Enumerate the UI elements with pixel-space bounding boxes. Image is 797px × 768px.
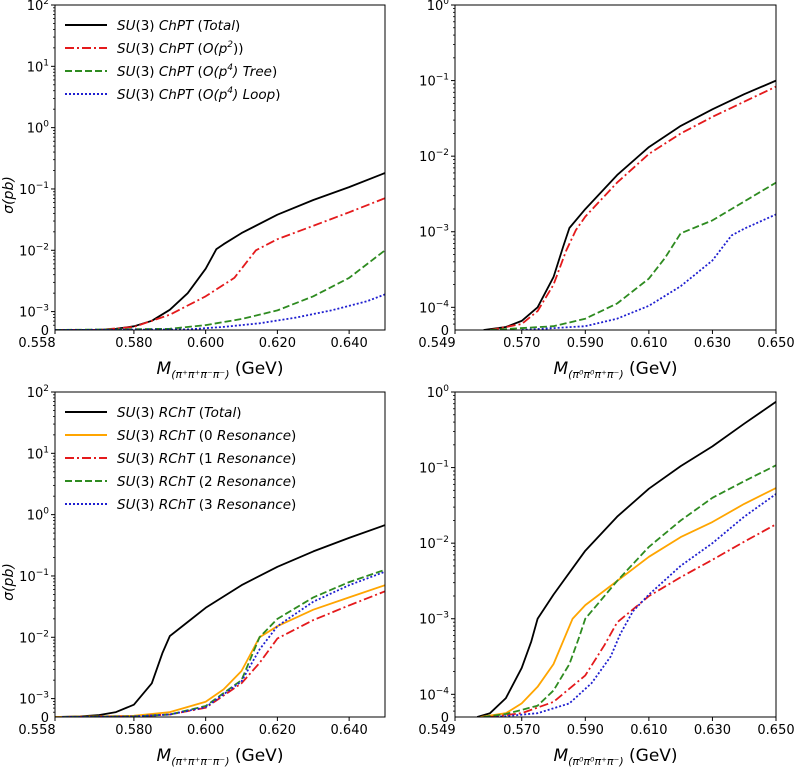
x-tick-label: 0.600 bbox=[187, 336, 224, 351]
x-axis-label: M(π⁺π⁺π⁻π⁻) (GeV) bbox=[157, 746, 284, 768]
x-tick-label: 0.558 bbox=[18, 723, 55, 738]
x-axis-label: M(π⁺π⁺π⁻π⁻) (GeV) bbox=[157, 359, 284, 381]
y-axis-label: σ(pb) bbox=[1, 176, 17, 214]
series-line-4 bbox=[496, 493, 776, 717]
y-zero-label: 0 bbox=[41, 711, 49, 726]
x-tick-label: 0.610 bbox=[630, 723, 667, 738]
series-line-0 bbox=[476, 401, 776, 717]
legend-label-1: SU(3) RChT (0 Resonance) bbox=[117, 428, 296, 444]
series-group bbox=[476, 401, 776, 717]
y-tick-label: 10−4 bbox=[419, 299, 449, 316]
y-tick-label: 101 bbox=[27, 445, 49, 462]
series-line-3 bbox=[55, 293, 385, 330]
y-tick-label: 10−3 bbox=[419, 224, 449, 241]
y-tick-label: 100 bbox=[27, 120, 50, 137]
y-tick-label: 100 bbox=[427, 0, 450, 14]
legend-label-0: SU(3) ChPT (Total) bbox=[117, 18, 240, 34]
x-tick-label: 0.558 bbox=[18, 336, 55, 351]
x-axis-label: M(π⁰π⁰π⁺π⁻) (GeV) bbox=[553, 746, 677, 768]
y-tick-label: 10−2 bbox=[419, 148, 449, 165]
x-tick-label: 0.570 bbox=[503, 723, 540, 738]
plot-frame bbox=[54, 4, 386, 331]
legend-label-4: SU(3) RChT (3 Resonance) bbox=[117, 497, 296, 513]
y-tick-label: 10−3 bbox=[419, 611, 449, 628]
y-axis-label: σ(pb) bbox=[1, 563, 17, 601]
series-line-2 bbox=[489, 523, 776, 717]
y-zero-label: 0 bbox=[441, 711, 449, 726]
panel-bottom-right: 100 10−1 10−2 10−3 10−4 00.549 0.570 0.590 0.610… bbox=[418, 384, 794, 768]
legend-label-3: SU(3) RChT (2 Resonance) bbox=[117, 474, 296, 490]
series-group bbox=[55, 172, 385, 330]
y-tick-label: 10−2 bbox=[19, 629, 49, 646]
plot-frame bbox=[454, 4, 777, 331]
series-line-1 bbox=[489, 85, 776, 330]
y-tick-label: 10−3 bbox=[19, 304, 49, 321]
y-tick-label: 100 bbox=[427, 384, 450, 401]
x-tick-label: 0.580 bbox=[115, 336, 152, 351]
x-tick-label: 0.570 bbox=[503, 336, 540, 351]
series-line-0 bbox=[55, 172, 385, 330]
x-tick-label: 0.590 bbox=[567, 723, 604, 738]
series-group bbox=[55, 524, 385, 717]
panel-top-right: 100 10−1 10−2 10−3 10−4 00.549 0.570 0.590 0.610… bbox=[418, 0, 794, 381]
x-tick-label: 0.650 bbox=[757, 723, 794, 738]
series-line-1 bbox=[55, 197, 385, 330]
series-line-1 bbox=[480, 487, 776, 717]
y-tick-label: 10−2 bbox=[419, 535, 449, 552]
x-tick-label: 0.650 bbox=[757, 336, 794, 351]
y-tick-label: 10−3 bbox=[19, 691, 49, 708]
legend-label-3: SU(3) ChPT (O(p4) Loop) bbox=[117, 86, 280, 103]
panel-top-left: 102 101 100 10−1 10−2 10−3 00.558 0.580 0.600 0.6… bbox=[1, 0, 386, 381]
y-tick-label: 10−1 bbox=[19, 568, 49, 585]
x-axis-label: M(π⁰π⁰π⁺π⁻) (GeV) bbox=[553, 359, 677, 381]
series-line-2 bbox=[55, 249, 385, 330]
series-line-0 bbox=[483, 79, 776, 330]
x-tick-label: 0.600 bbox=[187, 723, 224, 738]
y-tick-label: 100 bbox=[27, 507, 50, 524]
legend: SU(3) RChT (Total) SU(3) RChT (0 Resonanc… bbox=[65, 405, 296, 513]
series-line-0 bbox=[55, 524, 385, 717]
x-tick-label: 0.620 bbox=[259, 723, 296, 738]
x-tick-label: 0.640 bbox=[331, 336, 368, 351]
y-tick-label: 10−1 bbox=[419, 73, 449, 90]
legend-label-2: SU(3) ChPT (O(p4) Tree) bbox=[117, 63, 277, 80]
y-tick-label: 10−1 bbox=[419, 460, 449, 477]
y-zero-label: 0 bbox=[441, 324, 449, 339]
x-tick-label: 0.610 bbox=[630, 336, 667, 351]
y-tick-label: 102 bbox=[27, 0, 49, 14]
x-tick-label: 0.549 bbox=[418, 723, 455, 738]
legend-label-2: SU(3) RChT (1 Resonance) bbox=[117, 451, 296, 467]
y-tick-label: 10−4 bbox=[419, 686, 449, 703]
series-line-3 bbox=[62, 568, 385, 717]
plot-frame bbox=[54, 391, 386, 718]
x-tick-label: 0.549 bbox=[418, 336, 455, 351]
series-group bbox=[483, 79, 776, 330]
series-line-4 bbox=[62, 570, 385, 717]
legend: SU(3) ChPT (Total) SU(3) ChPT (O(p2)) SU(3… bbox=[65, 18, 280, 103]
plot-frame bbox=[454, 391, 777, 718]
x-tick-label: 0.630 bbox=[694, 336, 731, 351]
series-line-3 bbox=[521, 213, 776, 330]
y-tick-label: 10−1 bbox=[19, 181, 49, 198]
panel-bottom-left: 102 101 100 10−1 10−2 10−3 00.558 0.580 0.600 0.6… bbox=[1, 384, 386, 768]
series-line-3 bbox=[483, 464, 776, 717]
x-tick-label: 0.590 bbox=[567, 336, 604, 351]
legend-label-0: SU(3) RChT (Total) bbox=[117, 405, 241, 421]
x-tick-label: 0.620 bbox=[259, 336, 296, 351]
series-line-2 bbox=[62, 590, 385, 717]
x-tick-label: 0.640 bbox=[331, 723, 368, 738]
x-tick-label: 0.580 bbox=[115, 723, 152, 738]
y-zero-label: 0 bbox=[41, 324, 49, 339]
y-tick-label: 101 bbox=[27, 58, 49, 75]
series-line-2 bbox=[489, 181, 776, 330]
x-tick-label: 0.630 bbox=[694, 723, 731, 738]
y-tick-label: 10−2 bbox=[19, 242, 49, 259]
series-line-1 bbox=[55, 584, 385, 717]
legend-label-1: SU(3) ChPT (O(p2)) bbox=[117, 40, 244, 57]
y-tick-label: 102 bbox=[27, 384, 49, 401]
